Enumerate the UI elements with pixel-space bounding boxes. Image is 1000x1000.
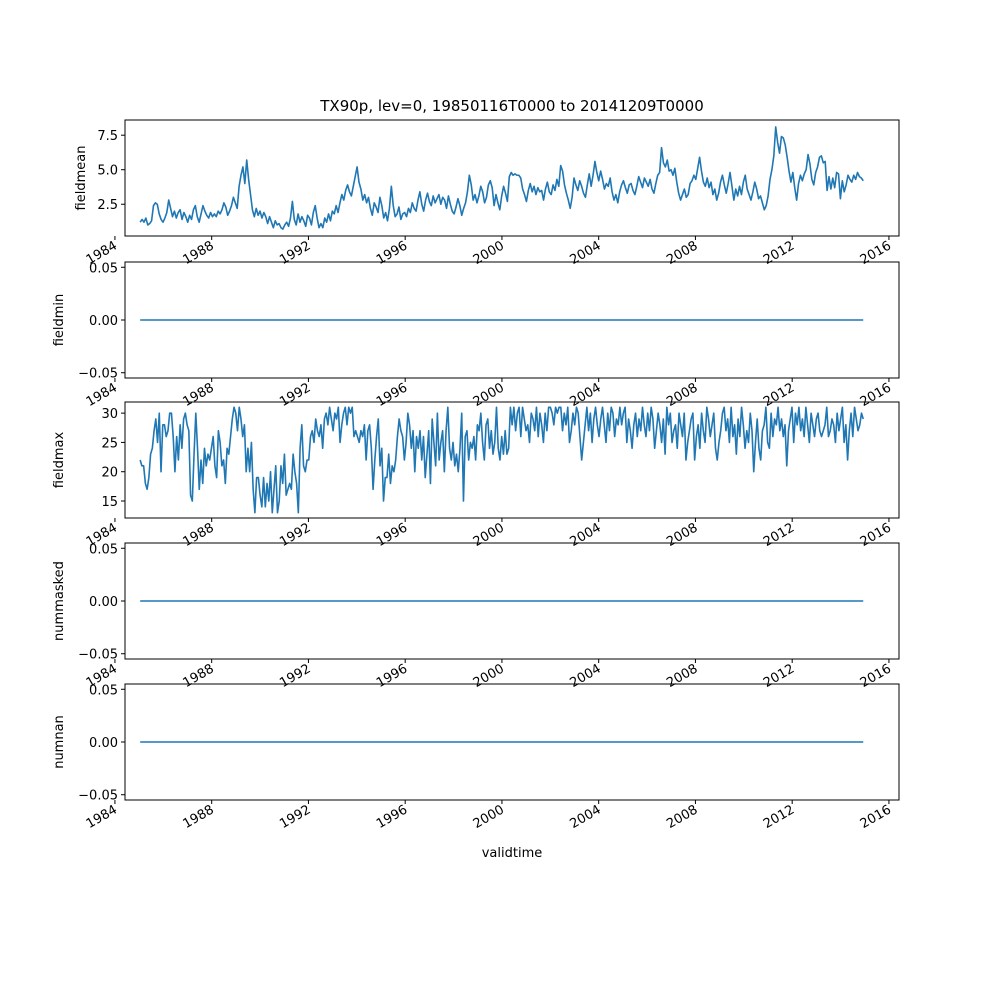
fieldmin-x-tick-label: 2004 [568, 380, 604, 410]
fieldmax-y-tick-label: 25 [101, 436, 118, 451]
fieldmin-x-tick-label: 2016 [858, 380, 894, 410]
chart-title: TX90p, lev=0, 19850116T0000 to 20141209T… [319, 97, 703, 115]
numnan-x-tick-label: 2012 [761, 802, 797, 832]
fieldmean-x-tick-label: 2008 [664, 238, 700, 268]
fieldmean-x-tick-label: 1992 [277, 238, 313, 268]
nummasked-x-tick-label: 2016 [858, 661, 894, 691]
fieldmin-y-tick-label: −0.05 [78, 367, 118, 382]
fieldmax-x-tick-label: 2004 [568, 520, 604, 550]
nummasked-x-tick-label: 2000 [471, 661, 507, 691]
fieldmax-x-tick-label: 2012 [761, 520, 797, 550]
numnan-x-tick-label: 2016 [858, 802, 894, 832]
fieldmin-x-tick-label: 1984 [84, 380, 120, 410]
x-axis-label: validtime [482, 846, 543, 861]
numnan-x-tick-label: 2004 [568, 802, 604, 832]
fieldmean-x-tick-label: 1996 [374, 238, 410, 268]
numnan-x-tick-label: 2008 [664, 802, 700, 832]
fieldmax-x-tick-label: 2008 [664, 520, 700, 550]
fieldmax-y-axis-label: fieldmax [52, 432, 67, 489]
fieldmax-x-tick-label: 1992 [277, 520, 313, 550]
numnan-x-tick-label: 1984 [84, 802, 120, 832]
fieldmax-y-tick-label: 15 [101, 495, 118, 510]
fieldmin-x-tick-label: 2000 [471, 380, 507, 410]
nummasked-x-tick-label: 1992 [277, 661, 313, 691]
fieldmean-y-axis-label: fieldmean [74, 146, 89, 211]
fieldmax-series-line [139, 406, 865, 514]
fieldmean-x-tick-label: 1988 [181, 238, 217, 268]
fieldmin-y-tick-label: 0.00 [89, 314, 118, 329]
fieldmin-x-tick-label: 2012 [761, 380, 797, 410]
numnan-x-tick-label: 1988 [181, 802, 217, 832]
nummasked-x-tick-label: 2012 [761, 661, 797, 691]
fieldmean-y-tick-label: 7.5 [97, 129, 118, 144]
fieldmean-axes-frame [124, 119, 900, 237]
panel-numnan: −0.05 0.00 0.05 numnan 1984 1988 1992 1996 2000 2… [52, 683, 900, 832]
numnan-x-tick-label: 2000 [471, 802, 507, 832]
nummasked-y-tick-label: 0.00 [89, 595, 118, 610]
nummasked-x-tick-label: 1988 [181, 661, 217, 691]
nummasked-y-tick-label: −0.05 [78, 648, 118, 663]
fieldmax-axes-frame [124, 401, 900, 519]
nummasked-y-axis-label: nummasked [52, 561, 67, 641]
fieldmin-x-tick-label: 1988 [181, 380, 217, 410]
nummasked-y-tick-label: 0.05 [89, 542, 118, 557]
fieldmean-x-tick-label: 2012 [761, 238, 797, 268]
fieldmean-x-tick-label: 2016 [858, 238, 894, 268]
fieldmin-x-tick-label: 2008 [664, 380, 700, 410]
fieldmax-y-tick-label: 30 [101, 407, 118, 422]
fieldmean-x-tick-label: 2000 [471, 238, 507, 268]
nummasked-x-tick-label: 1996 [374, 661, 410, 691]
fieldmin-y-axis-label: fieldmin [52, 294, 67, 347]
numnan-y-tick-label: 0.00 [89, 736, 118, 751]
fieldmax-x-tick-label: 1988 [181, 520, 217, 550]
fieldmin-x-tick-label: 1992 [277, 380, 313, 410]
fieldmean-series-line [139, 126, 864, 230]
numnan-x-tick-label: 1996 [374, 802, 410, 832]
fieldmin-x-tick-label: 1996 [374, 380, 410, 410]
nummasked-x-tick-label: 2008 [664, 661, 700, 691]
numnan-y-axis-label: numnan [52, 715, 67, 769]
fieldmax-x-tick-label: 2016 [858, 520, 894, 550]
numnan-y-tick-label: 0.05 [89, 683, 118, 698]
numnan-x-tick-label: 1992 [277, 802, 313, 832]
panel-fieldmin: −0.05 0.00 0.05 fieldmin 1984 1988 1992 1996 200… [52, 261, 900, 410]
fieldmean-y-tick-label: 2.5 [97, 198, 118, 213]
fieldmax-y-tick-label: 20 [101, 466, 118, 481]
fieldmin-y-tick-label: 0.05 [89, 261, 118, 276]
fieldmax-x-tick-label: 2000 [471, 520, 507, 550]
fieldmean-x-tick-label: 2004 [568, 238, 604, 268]
nummasked-x-tick-label: 2004 [568, 661, 604, 691]
fieldmean-y-tick-label: 5.0 [97, 164, 118, 179]
numnan-y-tick-label: −0.05 [78, 789, 118, 804]
fieldmax-x-tick-label: 1996 [374, 520, 410, 550]
